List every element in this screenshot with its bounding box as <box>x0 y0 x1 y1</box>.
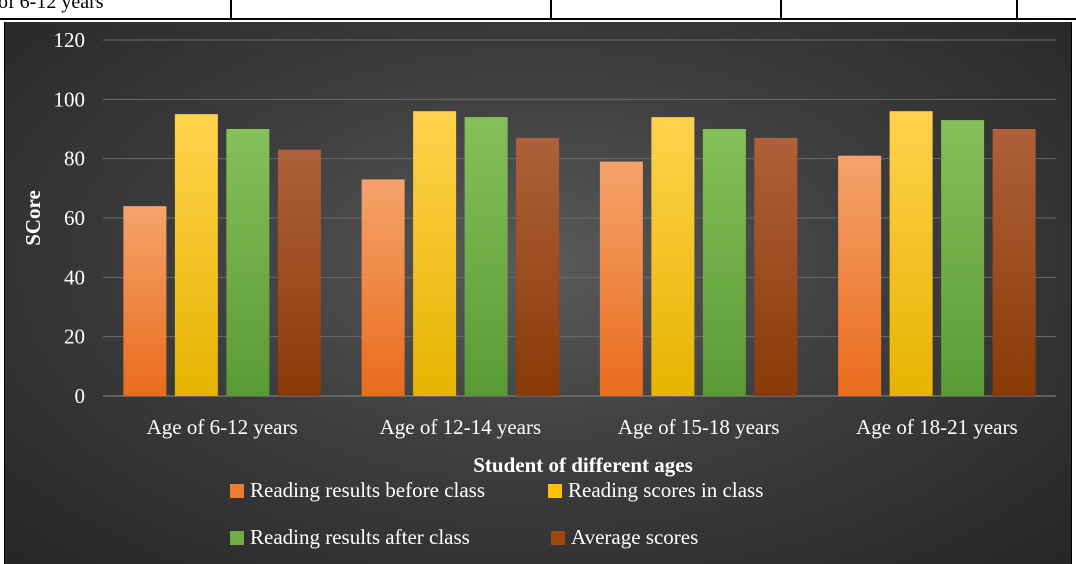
y-axis-ticks: 0 20 40 60 80 100 120 <box>54 28 86 408</box>
table-cell: of 6-12 years <box>0 0 232 20</box>
bars <box>123 111 1036 397</box>
y-axis-title: SCore <box>21 190 45 246</box>
bar <box>516 137 560 396</box>
x-axis-ticks: Age of 6-12 years Age of 12-14 years Age o… <box>147 415 1018 439</box>
legend-label: Reading results after class <box>250 525 470 549</box>
bar <box>174 114 218 397</box>
legend: Reading results before class Reading sco… <box>230 478 850 558</box>
y-tick-label: 100 <box>54 87 86 111</box>
x-axis-title: Student of different ages <box>473 453 693 477</box>
y-tick-label: 120 <box>54 28 86 52</box>
x-tick-label: Age of 12-14 years <box>380 415 542 439</box>
bar <box>651 117 695 396</box>
legend-swatch <box>551 530 565 545</box>
y-tick-label: 40 <box>64 265 85 289</box>
bar <box>889 111 933 396</box>
bar <box>464 117 508 396</box>
legend-swatch <box>230 530 244 545</box>
table-cell <box>782 0 1018 20</box>
bar <box>702 129 746 396</box>
legend-label: Reading scores in class <box>568 478 764 502</box>
y-tick-label: 20 <box>64 325 85 349</box>
bar <box>992 129 1036 396</box>
legend-item: Reading scores in class <box>548 478 763 503</box>
top-table-strip: of 6-12 years <box>0 0 1076 20</box>
bar <box>599 161 643 396</box>
bar <box>413 111 457 396</box>
bar <box>941 120 985 396</box>
legend-item: Reading results after class <box>230 525 470 550</box>
legend-swatch <box>230 483 244 498</box>
bar <box>123 206 167 396</box>
x-tick-label: Age of 18-21 years <box>856 415 1018 439</box>
y-tick-label: 0 <box>75 384 86 408</box>
bar <box>226 129 270 396</box>
bar <box>277 149 321 396</box>
table-cell-text: of 6-12 years <box>0 0 104 13</box>
x-tick-label: Age of 6-12 years <box>147 415 298 439</box>
bar <box>838 155 882 396</box>
bar <box>754 137 798 396</box>
table-cell <box>552 0 782 20</box>
legend-label: Average scores <box>571 525 699 549</box>
y-tick-label: 60 <box>64 206 85 230</box>
bar <box>361 179 405 396</box>
legend-item: Average scores <box>551 525 698 550</box>
x-tick-label: Age of 15-18 years <box>618 415 780 439</box>
legend-item: Reading results before class <box>230 478 485 503</box>
legend-label: Reading results before class <box>250 478 486 502</box>
legend-swatch <box>548 483 562 498</box>
table-cell <box>232 0 552 20</box>
y-tick-label: 80 <box>64 147 85 171</box>
